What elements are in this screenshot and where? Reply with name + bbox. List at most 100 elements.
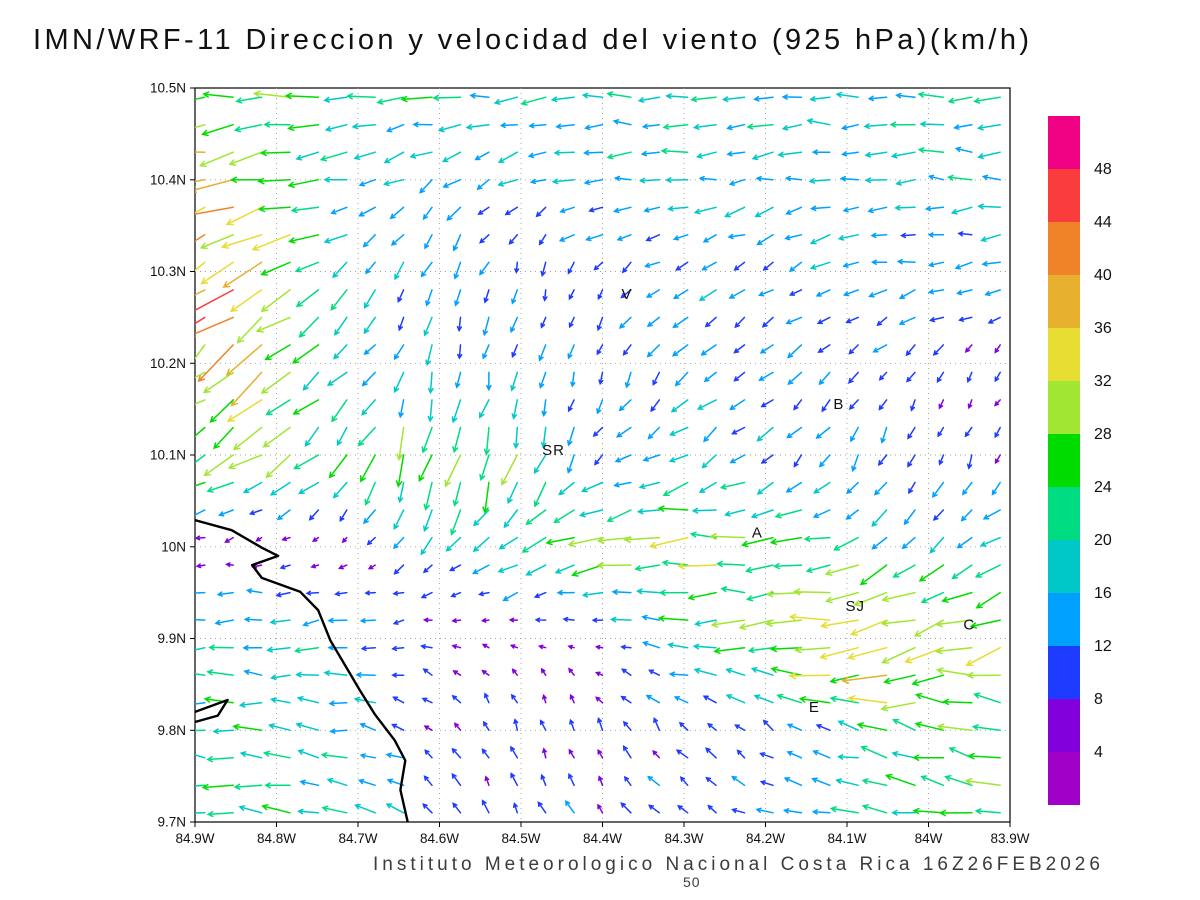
wind-vector <box>910 399 916 412</box>
wind-vector <box>510 772 519 787</box>
coastline <box>195 518 409 822</box>
wind-vector <box>782 808 803 814</box>
wind-vector <box>614 454 632 463</box>
wind-vector <box>268 723 291 731</box>
wind-vector <box>788 261 803 272</box>
wind-vector <box>323 176 348 183</box>
wind-vector <box>385 752 405 759</box>
wind-vector <box>687 591 717 601</box>
wind-vector <box>733 344 746 354</box>
wind-vector <box>327 644 348 651</box>
wind-vector <box>890 151 916 159</box>
wind-vector <box>815 723 831 731</box>
wind-vector <box>251 234 291 251</box>
wind-vector <box>568 667 575 676</box>
wind-vector <box>647 775 661 787</box>
wind-vector <box>248 509 263 516</box>
wind-vector <box>230 371 263 407</box>
wind-vector <box>597 289 604 301</box>
wind-vector <box>727 233 746 240</box>
x-axis-tick-label: 84.3W <box>664 831 703 846</box>
wind-vector <box>533 591 547 599</box>
wind-vector <box>729 454 746 464</box>
wind-vector <box>477 206 490 215</box>
wind-vector <box>716 560 746 568</box>
wind-vector <box>392 536 405 550</box>
wind-vector <box>665 177 689 183</box>
wind-vector <box>848 344 859 355</box>
wind-vector <box>257 205 291 213</box>
wind-vector <box>323 670 348 677</box>
wind-vector <box>391 672 405 678</box>
wind-vector <box>529 178 547 185</box>
wind-vector <box>238 701 263 708</box>
wind-vector <box>860 745 888 759</box>
wind-vector <box>931 481 945 498</box>
wind-vector <box>646 344 661 358</box>
wind-vector <box>422 206 433 221</box>
wind-vector <box>264 782 291 789</box>
wind-vector <box>195 646 206 651</box>
wind-vector <box>419 178 433 194</box>
wind-vector <box>693 206 717 215</box>
wind-vector <box>448 564 462 572</box>
wind-vector <box>451 644 462 649</box>
wind-vector <box>236 316 263 344</box>
x-axis-tick-label: 84.6W <box>420 831 459 846</box>
wind-vector <box>904 646 945 664</box>
wind-vector <box>707 722 717 731</box>
wind-vector <box>497 178 519 187</box>
wind-vector <box>501 454 519 486</box>
wind-vector <box>583 178 604 186</box>
wind-vector <box>981 174 1001 181</box>
chart-title: IMN/WRF-11 Direccion y velocidad del vie… <box>33 24 1033 56</box>
wind-vector <box>420 591 433 599</box>
wind-vector <box>214 619 234 626</box>
wind-vector <box>966 672 1001 679</box>
wind-vector <box>809 234 831 245</box>
wind-vector <box>698 289 717 302</box>
wind-vector <box>298 316 320 338</box>
wind-vector <box>482 481 490 514</box>
wind-vector <box>960 509 973 522</box>
wind-vector <box>938 454 945 466</box>
wind-vector <box>787 344 803 359</box>
wind-vector <box>620 802 632 814</box>
wind-vector <box>666 205 689 212</box>
wind-vector <box>669 426 689 436</box>
wind-vector <box>376 96 405 105</box>
wind-vector <box>785 481 803 493</box>
wind-vector <box>265 454 291 479</box>
wind-vector <box>195 399 206 405</box>
wind-vector <box>195 729 206 732</box>
wind-vector <box>195 754 206 759</box>
wind-vector <box>612 119 632 126</box>
wind-vector <box>195 618 206 621</box>
wind-vector <box>362 234 376 248</box>
wind-vector <box>452 234 462 252</box>
wind-vector <box>432 94 462 102</box>
city-label: SJ <box>845 598 865 615</box>
wind-vector <box>701 454 717 469</box>
wind-vector <box>662 123 689 130</box>
wind-vector <box>424 234 433 250</box>
wind-vector <box>422 803 433 814</box>
wind-vector <box>954 146 973 153</box>
wind-vector <box>776 693 803 704</box>
wind-vector <box>787 371 803 386</box>
wind-vector <box>199 234 234 250</box>
wind-vector <box>621 261 632 274</box>
wind-vector <box>326 777 348 787</box>
wind-vector <box>758 371 774 382</box>
wind-vector <box>397 316 405 332</box>
wind-vector <box>969 619 1001 629</box>
wind-vector <box>615 426 632 438</box>
wind-vector <box>508 234 519 245</box>
wind-vector <box>871 509 888 528</box>
wind-vector <box>809 205 831 212</box>
wind-vector <box>927 174 945 181</box>
wind-vector <box>613 175 632 182</box>
wind-vector <box>542 693 547 704</box>
wind-vector <box>195 151 206 153</box>
wind-vector <box>703 426 717 443</box>
